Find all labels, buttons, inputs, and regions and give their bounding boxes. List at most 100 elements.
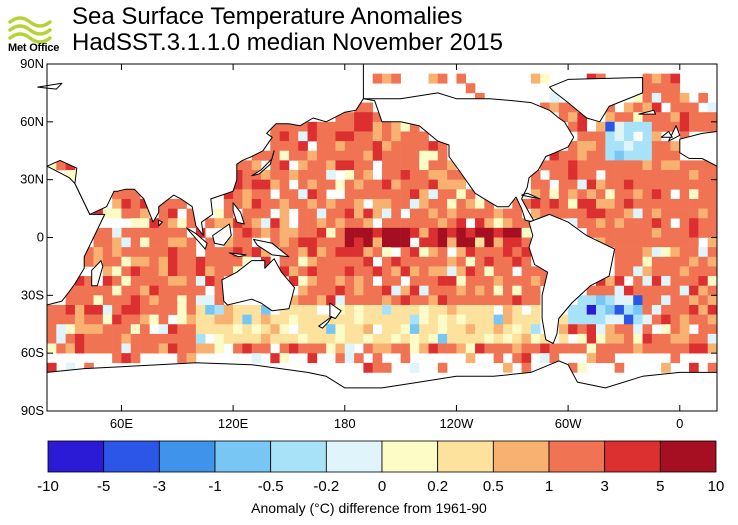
anomaly-cell: [409, 362, 420, 373]
anomaly-cell: [577, 170, 588, 180]
anomaly-cell: [307, 189, 318, 200]
anomaly-cell: [298, 131, 308, 142]
anomaly-cell: [679, 160, 690, 171]
anomaly-cell: [382, 150, 392, 161]
anomaly-cell: [307, 333, 318, 344]
anomaly-cell: [186, 266, 197, 277]
anomaly-cell: [465, 343, 476, 354]
anomaly-cell: [400, 227, 411, 238]
anomaly-cell: [223, 218, 234, 229]
anomaly-cell: [670, 333, 681, 344]
anomaly-cell: [372, 266, 383, 277]
anomaly-cell: [642, 333, 653, 344]
anomaly-cell: [512, 256, 522, 267]
anomaly-cell: [354, 150, 364, 161]
anomaly-cell: [158, 208, 169, 219]
anomaly-cell: [335, 121, 346, 132]
anomaly-cell: [707, 266, 718, 277]
anomaly-cell: [456, 218, 467, 229]
anomaly-cell: [605, 343, 615, 354]
anomaly-cell: [456, 304, 467, 315]
anomaly-cell: [112, 324, 122, 335]
anomaly-cell: [102, 247, 113, 258]
anomaly-cell: [679, 198, 690, 209]
anomaly-cell: [382, 304, 392, 315]
land-polygon: [186, 227, 208, 250]
anomaly-cell: [651, 314, 662, 325]
anomaly-cell: [391, 285, 401, 296]
anomaly-cell: [465, 83, 476, 94]
land-polygon: [528, 213, 616, 344]
anomaly-cell: [223, 208, 234, 219]
anomaly-cell: [223, 314, 234, 325]
anomaly-cell: [372, 247, 383, 258]
anomaly-cell: [195, 295, 206, 306]
anomaly-cell: [596, 141, 606, 152]
anomaly-cell: [679, 304, 690, 315]
anomaly-cell: [93, 237, 104, 248]
anomaly-cell: [568, 170, 578, 180]
anomaly-cell: [596, 333, 606, 344]
anomaly-cell: [586, 295, 597, 306]
anomaly-cell: [251, 343, 262, 354]
anomaly-cell: [270, 170, 280, 180]
anomaly-cell: [167, 333, 178, 344]
anomaly-cell: [596, 343, 606, 354]
anomaly-cell: [577, 150, 588, 161]
anomaly-cell: [549, 353, 560, 364]
anomaly-cell: [698, 314, 708, 325]
anomaly-cell: [642, 150, 653, 161]
anomaly-cell: [307, 285, 318, 296]
anomaly-cell: [670, 170, 681, 180]
anomaly-cell: [298, 256, 308, 267]
anomaly-cell: [121, 304, 132, 315]
anomaly-cell: [633, 343, 643, 354]
anomaly-cell: [214, 247, 225, 258]
anomaly-cell: [419, 285, 429, 296]
anomaly-cell: [512, 314, 522, 325]
anomaly-cell: [689, 333, 699, 344]
anomaly-cell: [698, 295, 708, 306]
anomaly-cell: [475, 227, 485, 238]
anomaly-cell: [502, 276, 513, 286]
anomaly-cell: [521, 237, 532, 248]
anomaly-cell: [65, 324, 76, 335]
anomaly-cell: [586, 333, 597, 344]
anomaly-cell: [214, 276, 225, 286]
anomaly-cell: [140, 276, 150, 286]
anomaly-cell: [661, 256, 671, 267]
anomaly-cell: [335, 160, 346, 171]
anomaly-cell: [242, 247, 253, 258]
anomaly-cell: [475, 256, 485, 267]
anomaly-cell: [493, 285, 504, 296]
anomaly-cell: [679, 227, 690, 238]
anomaly-cell: [614, 324, 625, 335]
anomaly-cell: [56, 343, 66, 354]
anomaly-cell: [623, 189, 634, 200]
colorbar-swatch: [103, 440, 160, 473]
anomaly-cell: [391, 314, 401, 325]
anomaly-cell: [130, 353, 141, 364]
anomaly-cell: [568, 150, 578, 161]
anomaly-cell: [140, 208, 150, 219]
anomaly-cell: [270, 218, 280, 229]
anomaly-cell: [419, 256, 429, 267]
anomaly-cell: [167, 295, 178, 306]
anomaly-cell: [661, 362, 671, 373]
anomaly-cell: [149, 256, 159, 267]
anomaly-cell: [326, 237, 336, 248]
anomaly-cell: [65, 343, 76, 354]
anomaly-cell: [447, 208, 457, 219]
anomaly-cell: [689, 276, 699, 286]
anomaly-cell: [326, 324, 336, 335]
anomaly-cell: [661, 218, 671, 229]
anomaly-cell: [261, 150, 271, 161]
anomaly-cell: [512, 227, 522, 238]
anomaly-cell: [698, 160, 708, 171]
land-polygon: [221, 258, 295, 312]
anomaly-cell: [326, 131, 336, 142]
anomaly-cell: [633, 295, 643, 306]
anomaly-cell: [437, 343, 448, 354]
anomaly-cell: [568, 362, 578, 373]
anomaly-cell: [633, 276, 643, 286]
